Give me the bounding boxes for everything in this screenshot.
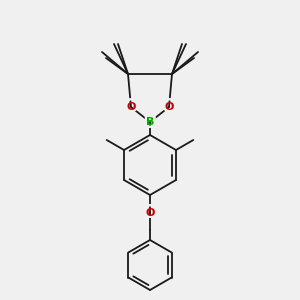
Text: O: O bbox=[123, 98, 139, 116]
Text: O: O bbox=[126, 102, 136, 112]
Text: O: O bbox=[164, 102, 174, 112]
Text: B: B bbox=[146, 117, 154, 127]
Text: O: O bbox=[142, 203, 158, 223]
Text: B: B bbox=[142, 112, 158, 131]
Text: O: O bbox=[145, 208, 155, 218]
Text: O: O bbox=[161, 98, 177, 116]
